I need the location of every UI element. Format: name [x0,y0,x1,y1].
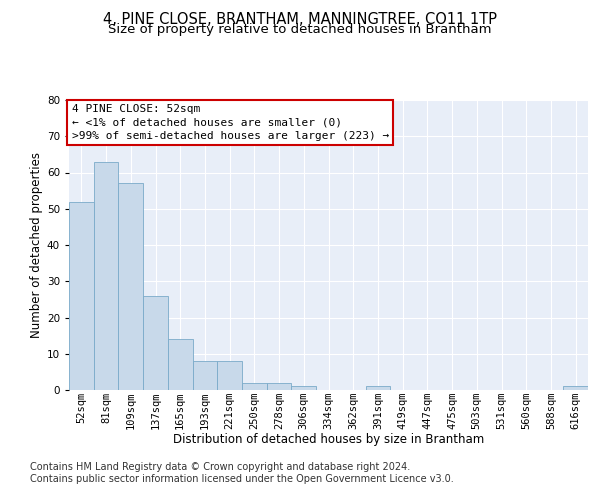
Text: Contains public sector information licensed under the Open Government Licence v3: Contains public sector information licen… [30,474,454,484]
Bar [365,386,390,390]
Text: Size of property relative to detached houses in Brantham: Size of property relative to detached ho… [108,22,492,36]
Bar [69,202,94,390]
Bar [118,184,143,390]
Bar [168,339,193,390]
Bar [267,383,292,390]
Bar [217,361,242,390]
Bar [242,383,267,390]
Bar [94,162,118,390]
Y-axis label: Number of detached properties: Number of detached properties [29,152,43,338]
Text: 4, PINE CLOSE, BRANTHAM, MANNINGTREE, CO11 1TP: 4, PINE CLOSE, BRANTHAM, MANNINGTREE, CO… [103,12,497,28]
Text: Distribution of detached houses by size in Brantham: Distribution of detached houses by size … [173,432,484,446]
Bar [292,386,316,390]
Text: Contains HM Land Registry data © Crown copyright and database right 2024.: Contains HM Land Registry data © Crown c… [30,462,410,472]
Bar [193,361,217,390]
Bar [563,386,588,390]
Text: 4 PINE CLOSE: 52sqm
← <1% of detached houses are smaller (0)
>99% of semi-detach: 4 PINE CLOSE: 52sqm ← <1% of detached ho… [71,104,389,141]
Bar [143,296,168,390]
